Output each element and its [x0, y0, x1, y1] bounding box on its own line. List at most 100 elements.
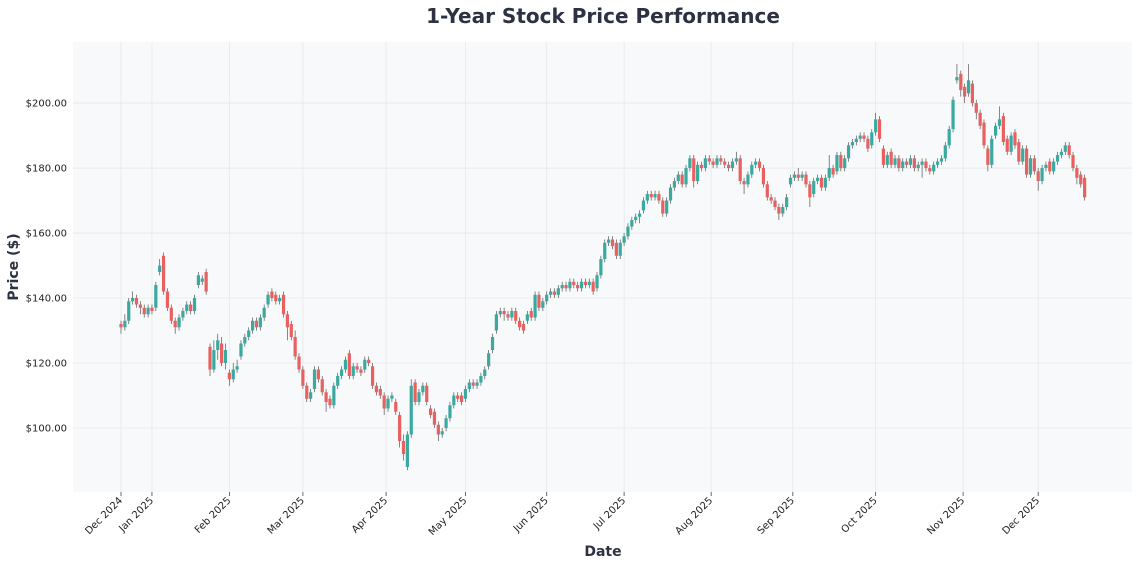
candle-body	[463, 389, 468, 399]
candle-body	[1032, 158, 1036, 172]
candle-down	[742, 177, 746, 195]
candle-up	[192, 294, 197, 315]
candle-body	[1059, 151, 1064, 156]
candle-body	[127, 301, 131, 321]
candle-down	[610, 236, 615, 250]
candle-down	[576, 281, 580, 292]
candle-up	[843, 155, 847, 172]
candle-up	[874, 112, 878, 136]
candle-up	[568, 278, 572, 292]
candle-up	[935, 158, 940, 169]
candle-body	[877, 119, 882, 139]
candle-body	[429, 408, 433, 415]
candle-up	[618, 239, 622, 260]
y-tick-label: $100.00	[26, 423, 67, 434]
candle-body	[177, 317, 181, 328]
candle-body	[529, 311, 533, 318]
candle-body	[932, 164, 936, 172]
candle-body	[459, 395, 464, 402]
candle-up	[932, 161, 936, 175]
candle-body	[599, 259, 603, 276]
candle-body	[1052, 161, 1056, 172]
candle-body	[576, 285, 580, 289]
candle-up	[955, 64, 959, 84]
candle-body	[843, 158, 847, 169]
candle-up	[676, 171, 680, 185]
candle-body	[250, 320, 255, 331]
candle-down	[808, 181, 812, 208]
candle-body	[924, 161, 928, 169]
candle-up	[990, 135, 994, 169]
candle-body	[185, 304, 189, 312]
candle-body	[448, 405, 452, 419]
x-tick-label: Jun 2025	[511, 495, 551, 535]
candle-down	[881, 145, 885, 169]
candle-body	[994, 125, 998, 136]
candle-up	[653, 190, 657, 201]
candle-down	[529, 307, 533, 321]
candle-body	[839, 155, 843, 169]
candle-down	[699, 161, 704, 172]
candle-down	[289, 320, 293, 341]
candle-up	[668, 184, 673, 204]
candle-up	[684, 164, 688, 188]
candle-body	[413, 382, 417, 402]
candle-body	[324, 392, 328, 402]
candle-body	[165, 291, 170, 308]
candle-up	[123, 314, 127, 331]
candle-body	[792, 174, 796, 178]
candle-body	[181, 311, 185, 318]
grid-lines	[73, 42, 1132, 492]
candle-up	[850, 138, 855, 149]
candle-down	[804, 171, 808, 188]
candle-body	[943, 145, 947, 159]
candle-body	[285, 314, 290, 328]
x-tick-label: Apr 2025	[350, 495, 390, 535]
candle-up	[827, 155, 831, 182]
candle-body	[161, 255, 166, 292]
candle-body	[297, 356, 301, 370]
candle-down	[150, 304, 154, 315]
candle-up	[641, 197, 646, 214]
y-axis-label: Price ($)	[6, 233, 22, 300]
candle-body	[541, 301, 545, 308]
x-tick-label: May 2025	[427, 495, 470, 538]
candle-down	[413, 379, 417, 406]
candle-down	[692, 155, 696, 188]
candle-up	[351, 363, 355, 380]
candle-body	[506, 314, 510, 318]
candle-body	[862, 135, 866, 139]
candle-down	[506, 311, 510, 321]
x-tick-label: Aug 2025	[673, 495, 715, 537]
candle-body	[595, 275, 599, 289]
candle-body	[1028, 158, 1033, 175]
candle-body	[394, 402, 398, 412]
candle-body	[150, 307, 154, 312]
candle-body	[1079, 174, 1083, 185]
candle-body	[502, 311, 506, 315]
candle-body	[579, 281, 584, 289]
candle-body	[347, 353, 351, 377]
candle-down	[459, 392, 464, 406]
candle-down	[897, 155, 901, 172]
candle-up	[560, 281, 564, 292]
candle-body	[494, 314, 498, 331]
candle-up	[343, 356, 348, 373]
candle-down	[173, 317, 177, 334]
candle-down	[657, 190, 661, 204]
candle-up	[870, 129, 874, 149]
candle-body	[726, 164, 731, 169]
candle-up	[637, 210, 642, 224]
candle-body	[634, 216, 638, 221]
candle-body	[227, 372, 231, 380]
candle-body	[533, 294, 537, 318]
candle-down	[572, 278, 576, 289]
candle-body	[309, 392, 313, 399]
candle-up	[595, 272, 599, 292]
candle-up	[409, 379, 413, 438]
candle-up	[908, 155, 913, 169]
candle-up	[750, 161, 754, 178]
candle-down	[738, 155, 742, 185]
candle-up	[703, 155, 707, 172]
candle-body	[417, 392, 421, 402]
